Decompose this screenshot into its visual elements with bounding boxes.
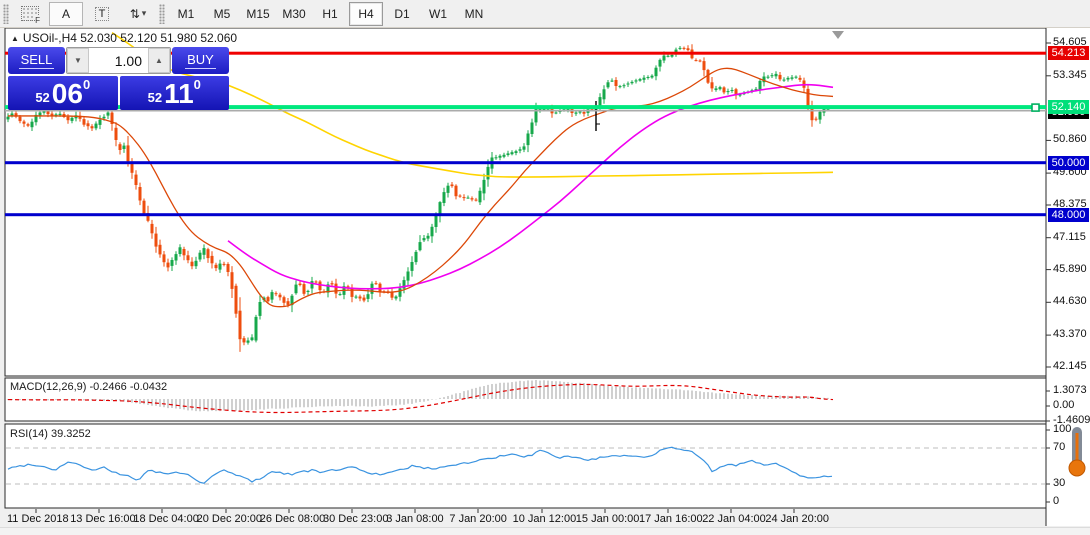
volume-increase-button[interactable]: ▲ <box>148 48 170 73</box>
time-axis-label: 22 Jan 04:00 <box>702 513 766 525</box>
price-tick-label: 53.345 <box>1053 69 1087 81</box>
time-axis-label: 30 Dec 23:00 <box>323 513 389 525</box>
price-tick-label: 43.370 <box>1053 328 1087 340</box>
time-axis-label: 26 Dec 08:00 <box>259 513 326 525</box>
rsi-tick-label: 0 <box>1053 495 1060 507</box>
chart-title-text: USOil-,H4 52.030 52.120 51.980 52.060 <box>22 31 238 45</box>
volume-decrease-button[interactable]: ▼ <box>67 48 89 73</box>
rsi-tick-label: 30 <box>1053 477 1066 489</box>
timeframe-button-w1[interactable]: W1 <box>429 6 447 21</box>
time-axis-label: 7 Jan 20:00 <box>449 513 507 525</box>
price-tick-label: 48.375 <box>1053 198 1087 210</box>
rsi-line <box>7 446 833 484</box>
sell-price-display[interactable]: 52 06 0 <box>8 76 118 110</box>
macd-tick-label: 1.3073 <box>1053 384 1087 396</box>
time-axis-label: 3 Jan 08:00 <box>386 513 444 525</box>
time-axis-label: 20 Dec 20:00 <box>196 513 263 525</box>
timeframe-button-m15[interactable]: M15 <box>246 6 270 21</box>
ma-mid-magenta-line <box>227 83 834 290</box>
snap-grid-button[interactable]: F <box>13 2 47 26</box>
price-tick-label: 44.630 <box>1053 295 1087 307</box>
buy-button[interactable]: BUY <box>172 47 229 74</box>
time-axis-label: 24 Jan 20:00 <box>765 513 830 525</box>
hline-54.213[interactable] <box>5 51 1046 55</box>
time-axis-label: 18 Dec 04:00 <box>133 513 199 525</box>
text-object-button[interactable]: T <box>85 2 119 26</box>
timeframe-button-h4[interactable]: H4 <box>349 1 383 26</box>
timeframe-button-mn[interactable]: MN <box>464 6 484 21</box>
collapse-icon[interactable]: ▲ <box>11 34 19 43</box>
timeframe-button-h1[interactable]: H1 <box>322 6 338 21</box>
dropdown-caret-icon: ▾ <box>141 8 147 18</box>
sell-button[interactable]: SELL <box>8 47 65 74</box>
one-click-trading-panel: SELL ▼ 1.00 ▲ BUY 52 06 0 52 11 0 <box>8 47 229 110</box>
time-axis-label: 11 Dec 2018 <box>7 513 69 525</box>
macd-signal-line <box>7 383 834 414</box>
time-axis-label: 15 Jan 00:00 <box>575 513 640 525</box>
hline-52.140[interactable] <box>5 105 1046 110</box>
arrows-tool-icon: ⇅ <box>129 6 140 21</box>
macd-label: MACD(12,26,9) -0.2466 -0.0432 <box>10 381 168 393</box>
level-badge-48.000: 48.000 <box>1048 208 1089 222</box>
text-object-icon: T <box>94 6 110 21</box>
price-tick-label: 50.860 <box>1053 133 1087 145</box>
timeframe-button-m1[interactable]: M1 <box>177 6 195 21</box>
timeframe-button-d1[interactable]: D1 <box>394 6 410 21</box>
text-label-button[interactable]: A <box>49 1 83 26</box>
timeframe-group: M1 M5 M15 M30 H1 H4 D1 W1 MN <box>168 1 492 26</box>
price-tick-label: 54.605 <box>1053 36 1087 48</box>
rsi-tick-label: 70 <box>1053 441 1066 453</box>
timeframe-button-m30[interactable]: M30 <box>282 6 306 21</box>
hline-50.000[interactable] <box>5 161 1046 165</box>
volume-control: ▼ 1.00 ▲ <box>66 47 171 74</box>
price-tick-label: 45.890 <box>1053 263 1087 275</box>
toolbar: F A T ⇅ ▾ M1 M5 M15 M30 H1 H4 D1 W1 MN <box>0 0 1090 28</box>
rsi-label: RSI(14) 39.3252 <box>10 428 91 440</box>
bottom-strip <box>0 527 1090 535</box>
rsi-panel[interactable] <box>4 423 1047 509</box>
chart-title: ▲ USOil-,H4 52.030 52.120 51.980 52.060 <box>11 31 237 45</box>
timeframe-group-handle[interactable] <box>159 3 165 24</box>
level-badge-54.213: 54.213 <box>1048 46 1089 60</box>
ma-fast-red-line <box>8 67 834 308</box>
arrows-tool-button[interactable]: ⇅ ▾ <box>121 2 155 26</box>
time-axis-label: 13 Dec 16:00 <box>70 513 136 525</box>
macd-histogram <box>7 380 829 412</box>
price-tick-label: 42.145 <box>1053 360 1087 372</box>
volume-input[interactable]: 1.00 <box>114 52 142 69</box>
macd-panel[interactable] <box>4 377 1047 422</box>
green-line-drag-handle[interactable] <box>1031 103 1040 112</box>
macd-tick-label: 0.00 <box>1053 399 1075 411</box>
hline-48.000[interactable] <box>5 213 1046 217</box>
grid-icon: F <box>21 6 40 25</box>
buy-price-display[interactable]: 52 11 0 <box>119 76 229 110</box>
level-badge-52.140: 52.140 <box>1048 100 1089 114</box>
time-axis-label: 10 Jan 12:00 <box>512 513 577 525</box>
thermometer-icon <box>1068 427 1086 477</box>
price-tick-label: 47.115 <box>1053 231 1086 243</box>
level-badge-50.000: 50.000 <box>1048 156 1089 170</box>
timeframe-button-m5[interactable]: M5 <box>213 6 231 21</box>
toolbar-drag-handle[interactable] <box>3 3 9 24</box>
time-axis-label: 17 Jan 16:00 <box>639 513 703 525</box>
macd-tick-label: -1.4609 <box>1053 414 1090 426</box>
chart-shift-marker-icon[interactable] <box>832 31 844 39</box>
rsi-tick-label: 100 <box>1053 423 1072 435</box>
